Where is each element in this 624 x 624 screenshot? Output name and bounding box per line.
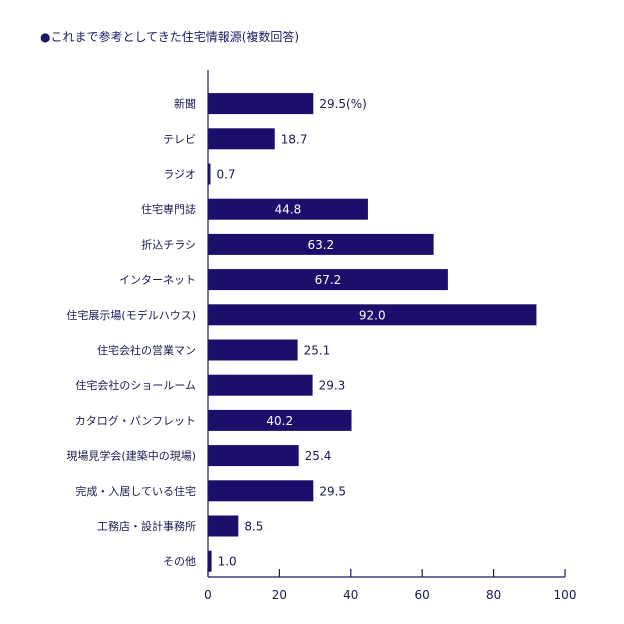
bar [208, 550, 212, 572]
bar [208, 339, 298, 361]
bar [208, 128, 275, 150]
bar [208, 269, 448, 291]
bar [208, 304, 537, 326]
bar [208, 515, 239, 537]
data-label: 18.7 [281, 132, 308, 146]
category-label: 工務店・設計事務所 [97, 519, 196, 533]
category-label: 新聞 [174, 97, 196, 111]
data-label: 8.5 [244, 520, 263, 534]
category-label: 住宅展示場(モデルハウス) [66, 308, 196, 322]
bars-layer: 新聞 29.5(%) テレビ 18.7 ラジオ 0.7 住宅専門誌 44.8 折込チラシ 63.2… [66, 93, 537, 572]
category-label: インターネット [119, 274, 196, 287]
x-tick-label: 20 [272, 588, 287, 602]
data-label: 29.5 [319, 484, 346, 498]
x-tick-label: 100 [554, 588, 577, 602]
category-label: 住宅会社のショールーム [75, 378, 196, 392]
chart-title: ●これまで参考としてきた住宅情報源(複数回答) [40, 30, 300, 44]
data-label: 1.0 [218, 555, 237, 569]
data-label: 29.3 [319, 379, 346, 393]
data-label: 67.2 [315, 273, 342, 287]
data-label: 44.8 [275, 203, 302, 217]
bar [208, 480, 314, 502]
category-label: 折込チラシ [141, 237, 196, 251]
category-label: 住宅会社の営業マン [97, 343, 196, 357]
category-label: カタログ・パンフレット [75, 413, 196, 427]
category-label: 完成・入居している住宅 [75, 484, 196, 498]
data-label: 63.2 [307, 238, 334, 252]
category-label: テレビ [163, 133, 196, 146]
x-tick-label: 60 [415, 588, 430, 602]
data-label: 25.4 [305, 449, 332, 463]
bar [208, 409, 352, 431]
x-tick-label: 80 [486, 588, 501, 602]
category-label: ラジオ [163, 168, 196, 181]
bar [208, 233, 434, 255]
x-tick-label: 40 [343, 588, 358, 602]
axis-layer: 0 20 40 60 80 100 [204, 70, 576, 602]
data-label: 0.7 [216, 168, 235, 182]
bar [208, 374, 313, 396]
data-label: 92.0 [359, 308, 386, 322]
bar [208, 163, 211, 185]
category-label: 現場見学会(建築中の現場) [66, 449, 196, 463]
data-label: 25.1 [304, 344, 331, 358]
category-label: その他 [163, 555, 196, 568]
x-tick-label: 0 [204, 588, 212, 602]
category-label: 住宅専門誌 [141, 202, 196, 216]
bar [208, 93, 314, 115]
data-label: 40.2 [266, 414, 293, 428]
data-label: 29.5(%) [319, 97, 366, 111]
bar [208, 198, 368, 220]
bar [208, 445, 299, 467]
